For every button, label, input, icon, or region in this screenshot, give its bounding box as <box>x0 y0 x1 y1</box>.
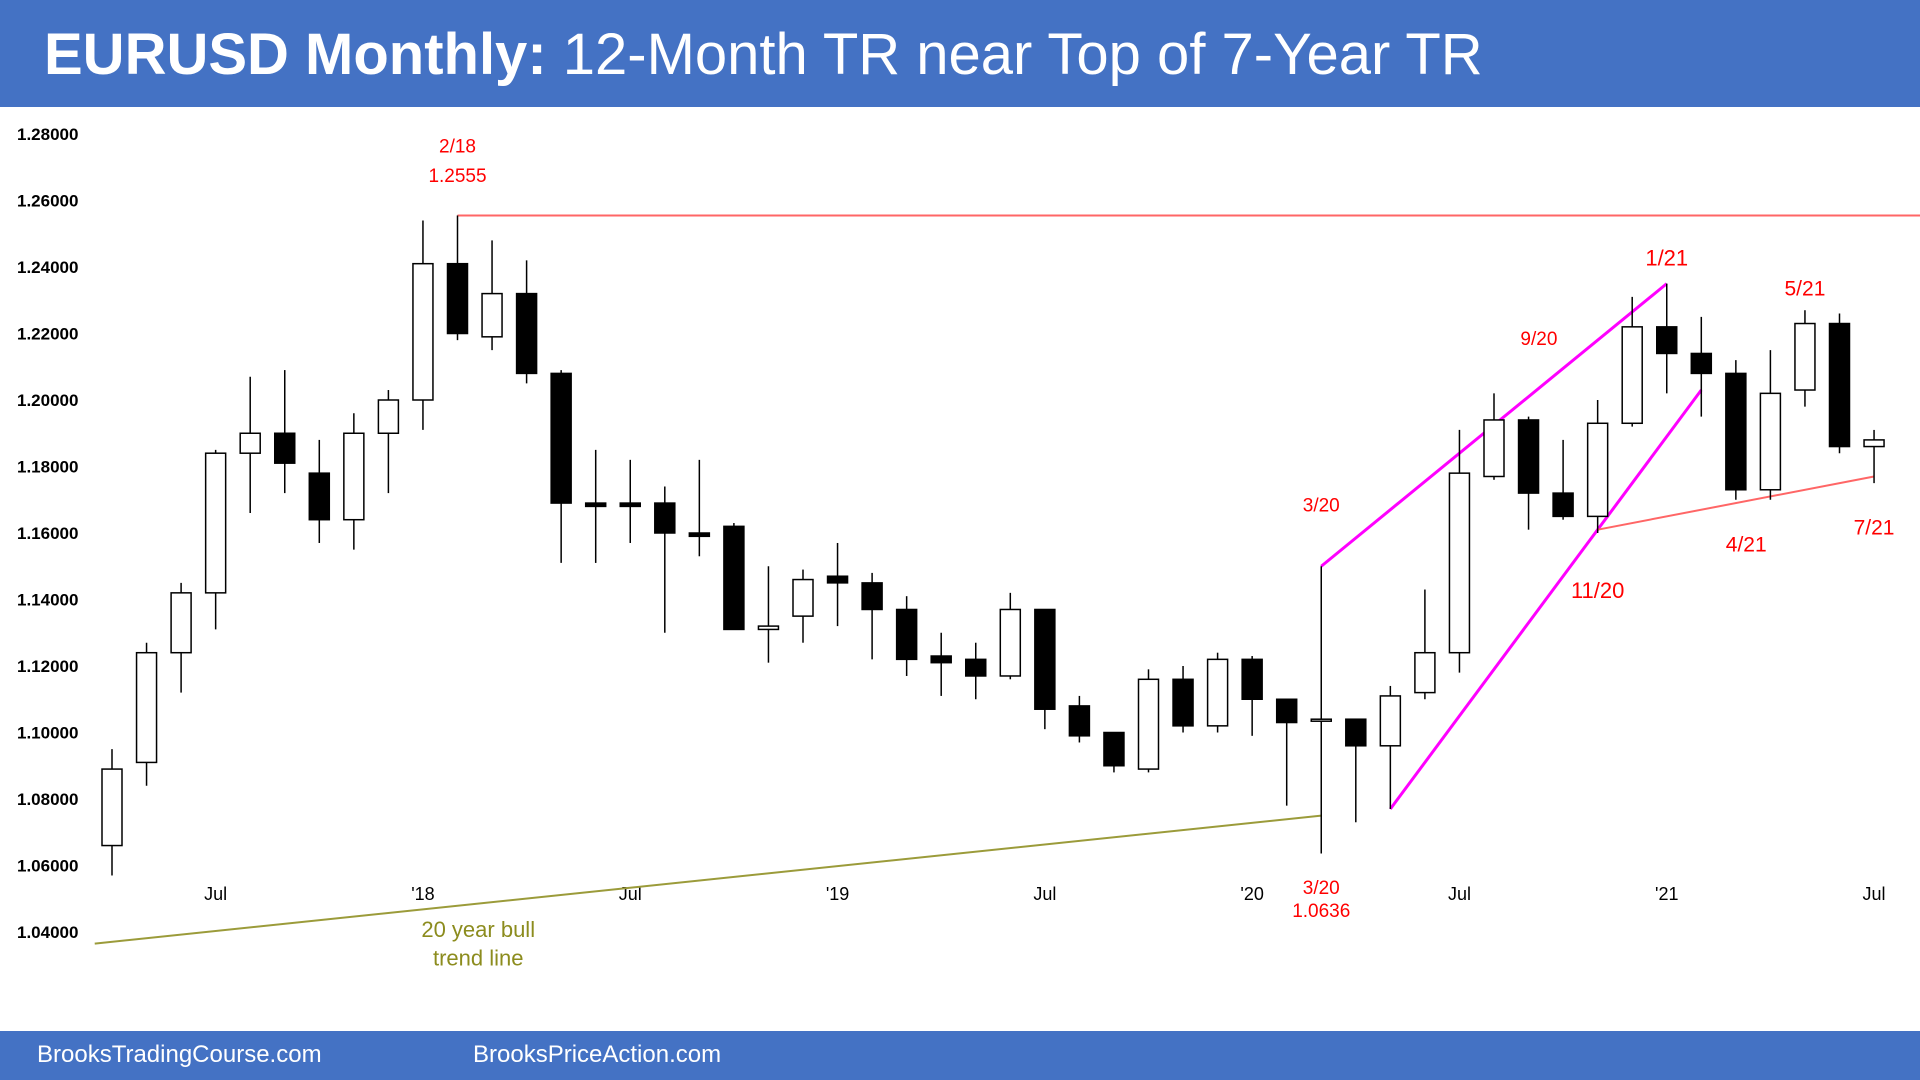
x-tick-label: Jul <box>1863 884 1886 904</box>
bull-channel-lower-line <box>1389 389 1703 810</box>
x-tick-label: Jul <box>1033 884 1056 904</box>
annotation-label: 2/18 <box>439 136 476 157</box>
bull-candle-body <box>1448 472 1471 654</box>
bull-candle-body <box>343 432 365 521</box>
bear-candle-body <box>930 655 952 664</box>
y-tick-label: 1.04000 <box>17 923 78 942</box>
bull-candle-body <box>1759 392 1782 491</box>
title-bold: EURUSD Monthly: <box>44 22 547 87</box>
bull-candle-body <box>1586 422 1609 518</box>
bear-candle-body <box>515 292 538 375</box>
bear-candle-body <box>826 575 849 584</box>
annotation-label: 7/21 <box>1854 517 1895 540</box>
chart-title: EURUSD Monthly: 12-Month TR near Top of … <box>44 22 1483 88</box>
bear-candle-body <box>446 262 469 335</box>
annotation-label: 20 year bull <box>421 917 535 942</box>
bull-candle-body <box>1621 326 1643 425</box>
bull-candle-body <box>1483 419 1505 478</box>
bull-candle-body <box>101 768 123 847</box>
annotation-label: 5/21 <box>1785 277 1826 300</box>
bull-candle-body <box>999 608 1022 677</box>
y-tick-label: 1.14000 <box>17 591 78 610</box>
footer-left-link[interactable]: BrooksTradingCourse.com <box>37 1041 322 1068</box>
footer-right-link[interactable]: BrooksPriceAction.com <box>473 1041 722 1068</box>
bear-candle-body <box>1241 658 1263 700</box>
bear-candle-body <box>965 658 987 677</box>
x-tick-label: Jul <box>204 884 227 904</box>
bear-candle-body <box>550 372 572 504</box>
bull-candle-body <box>377 399 400 434</box>
y-tick-label: 1.16000 <box>17 524 78 543</box>
bear-candle-body <box>1103 731 1125 767</box>
bull-candle-body <box>481 292 503 338</box>
title-banner: EURUSD Monthly: 12-Month TR near Top of … <box>0 0 1920 107</box>
x-tick-label: '20 <box>1240 884 1263 904</box>
bear-candle-body <box>1690 352 1713 375</box>
annotation-label: 1.2555 <box>428 166 486 187</box>
bear-candle-body <box>895 608 918 661</box>
title-rest: 12-Month TR near Top of 7-Year TR <box>546 22 1483 87</box>
bear-candle-body <box>1517 419 1540 494</box>
footer-banner: BrooksTradingCourse.com BrooksPriceActio… <box>0 1031 1920 1080</box>
y-tick-label: 1.26000 <box>17 192 78 211</box>
bear-candle-body <box>1656 326 1678 355</box>
x-tick-label: '19 <box>826 884 849 904</box>
bear-candle-body <box>308 472 331 521</box>
bear-candle-body <box>861 582 883 611</box>
bear-candle-body <box>1275 698 1298 724</box>
bull-candle-body <box>1137 678 1160 770</box>
bull-candle-body <box>1379 695 1402 747</box>
annotation-label: 3/20 <box>1303 495 1340 516</box>
bear-candle-body <box>1828 322 1851 448</box>
bear-candle-body <box>723 525 745 631</box>
y-tick-label: 1.28000 <box>17 125 78 144</box>
y-tick-label: 1.12000 <box>17 657 78 676</box>
y-tick-label: 1.22000 <box>17 325 78 344</box>
annotation-label: 9/20 <box>1520 329 1557 350</box>
bull-candle-body <box>1310 718 1332 722</box>
y-tick-label: 1.06000 <box>17 857 78 876</box>
bear-candle-body <box>1068 705 1091 737</box>
bull-candle-body <box>204 452 227 594</box>
bear-candle-body <box>274 432 296 464</box>
bear-candle-body <box>654 502 676 534</box>
bear-candle-body <box>1172 678 1194 727</box>
candlestick-chart: 1.28000 1.26000 1.24000 1.22000 1.20000 1.180… <box>17 125 1920 970</box>
bear-candle-body <box>1345 718 1367 747</box>
bull-candle-body <box>1794 322 1816 391</box>
bull-candle-body <box>239 432 261 454</box>
annotation-label: 1/21 <box>1645 245 1688 270</box>
annotation-label: 1.0636 <box>1292 901 1350 922</box>
bear-candle-body <box>688 532 711 538</box>
x-tick-label: '18 <box>411 884 434 904</box>
x-tick-label: '21 <box>1655 884 1678 904</box>
bull-candle-body <box>170 592 192 654</box>
bull-candle-body <box>1206 658 1229 727</box>
y-tick-label: 1.08000 <box>17 790 78 809</box>
20-year-trend-line-line <box>94 814 1322 945</box>
annotation-label: trend line <box>433 945 524 970</box>
bull-candle-body <box>135 651 158 764</box>
y-tick-label: 1.24000 <box>17 258 78 277</box>
annotation-label: 4/21 <box>1726 533 1767 556</box>
bull-candle-body <box>757 625 780 631</box>
annotation-label: 3/20 <box>1303 878 1340 899</box>
bear-candle-body <box>1552 492 1574 518</box>
range-low-line-line <box>1597 475 1875 531</box>
bull-candle-body <box>1414 651 1436 694</box>
annotation-label: 11/20 <box>1571 578 1624 603</box>
bull-candle-body <box>412 262 434 401</box>
bull-candle-body <box>792 578 814 617</box>
bear-candle-body <box>1034 608 1056 710</box>
x-tick-label: Jul <box>1448 884 1471 904</box>
y-tick-label: 1.10000 <box>17 724 78 743</box>
y-tick-label: 1.18000 <box>17 458 78 477</box>
bear-candle-body <box>584 502 607 508</box>
bear-candle-body <box>1725 372 1747 491</box>
y-tick-label: 1.20000 <box>17 391 78 410</box>
bull-candle-body <box>1863 439 1885 448</box>
bear-candle-body <box>619 502 641 508</box>
